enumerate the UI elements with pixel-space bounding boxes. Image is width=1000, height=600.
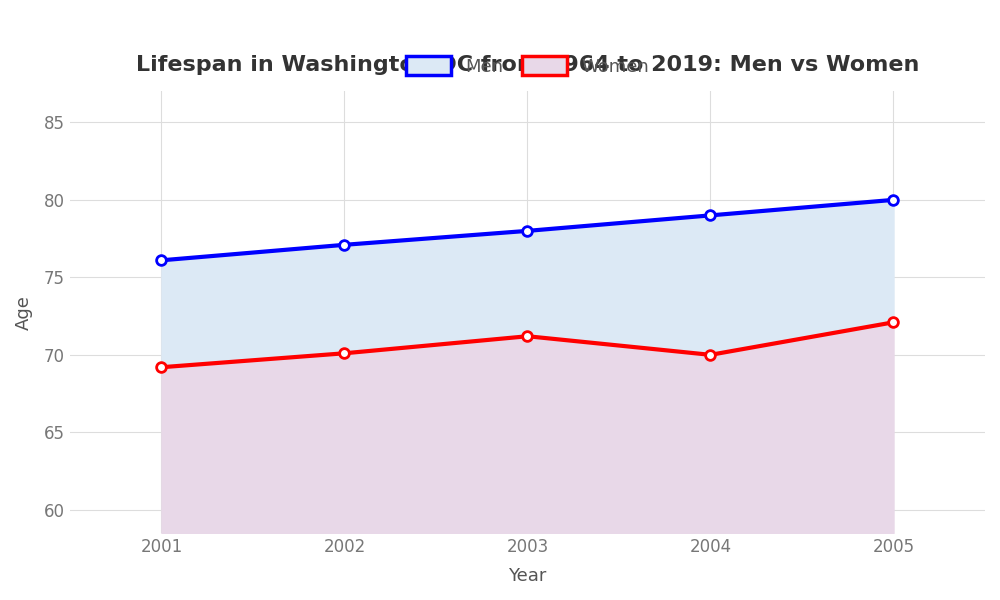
X-axis label: Year: Year bbox=[508, 567, 547, 585]
Legend: Men, Women: Men, Women bbox=[397, 47, 658, 85]
Title: Lifespan in Washington DC from 1964 to 2019: Men vs Women: Lifespan in Washington DC from 1964 to 2… bbox=[136, 55, 919, 74]
Y-axis label: Age: Age bbox=[15, 295, 33, 329]
